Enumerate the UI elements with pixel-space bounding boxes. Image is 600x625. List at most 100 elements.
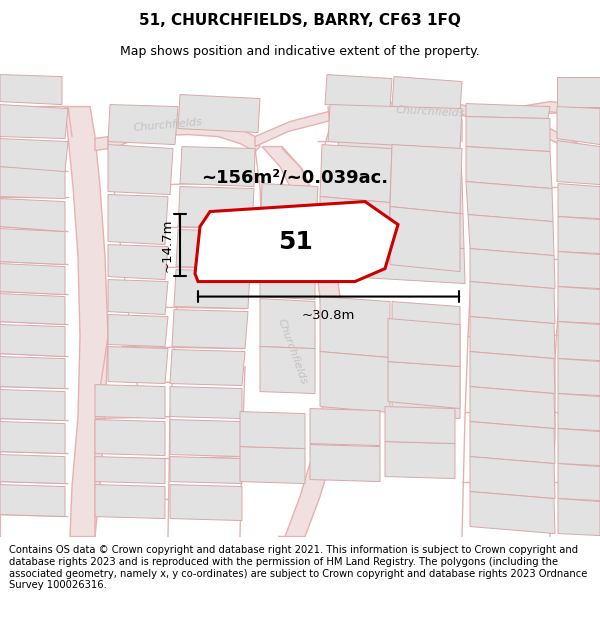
Polygon shape	[557, 76, 600, 106]
Polygon shape	[470, 456, 555, 499]
Polygon shape	[558, 499, 600, 536]
Polygon shape	[338, 141, 462, 179]
Polygon shape	[108, 194, 168, 244]
Polygon shape	[558, 184, 600, 219]
Polygon shape	[558, 464, 600, 501]
Polygon shape	[240, 411, 305, 449]
Polygon shape	[558, 394, 600, 431]
Polygon shape	[95, 384, 165, 419]
Polygon shape	[170, 456, 242, 484]
Polygon shape	[240, 446, 305, 484]
Polygon shape	[344, 241, 465, 284]
Polygon shape	[108, 104, 178, 144]
Polygon shape	[392, 356, 460, 419]
Polygon shape	[108, 279, 168, 314]
Polygon shape	[0, 199, 65, 231]
Polygon shape	[385, 406, 455, 444]
Polygon shape	[170, 484, 242, 521]
Polygon shape	[470, 421, 555, 464]
Polygon shape	[466, 146, 552, 189]
Polygon shape	[0, 421, 65, 454]
Polygon shape	[0, 74, 62, 104]
Text: Map shows position and indicative extent of the property.: Map shows position and indicative extent…	[120, 44, 480, 58]
Polygon shape	[320, 351, 390, 413]
Polygon shape	[0, 264, 65, 294]
Polygon shape	[0, 484, 65, 516]
Polygon shape	[170, 386, 242, 419]
Polygon shape	[95, 419, 165, 456]
Text: ~156m²/~0.039ac.: ~156m²/~0.039ac.	[202, 169, 389, 186]
Polygon shape	[388, 319, 460, 366]
Polygon shape	[108, 244, 168, 279]
Polygon shape	[170, 349, 245, 386]
Polygon shape	[390, 206, 460, 271]
Text: Churchfields: Churchfields	[133, 116, 203, 132]
Polygon shape	[466, 181, 553, 221]
Polygon shape	[335, 109, 460, 146]
Text: 51, CHURCHFIELDS, BARRY, CF63 1FQ: 51, CHURCHFIELDS, BARRY, CF63 1FQ	[139, 13, 461, 28]
Polygon shape	[470, 316, 555, 359]
Polygon shape	[176, 229, 252, 269]
Polygon shape	[390, 144, 462, 214]
Polygon shape	[65, 106, 108, 536]
Polygon shape	[340, 171, 463, 214]
Polygon shape	[325, 74, 392, 109]
Polygon shape	[310, 409, 380, 446]
Polygon shape	[385, 441, 455, 479]
Polygon shape	[328, 104, 462, 149]
Polygon shape	[95, 484, 165, 519]
Polygon shape	[558, 359, 600, 396]
Polygon shape	[558, 429, 600, 466]
Polygon shape	[466, 104, 550, 119]
Polygon shape	[0, 166, 65, 199]
Polygon shape	[108, 314, 168, 346]
Polygon shape	[320, 144, 392, 202]
Polygon shape	[170, 419, 242, 456]
Text: Churchfields: Churchfields	[395, 105, 465, 118]
Polygon shape	[392, 301, 460, 364]
Polygon shape	[262, 146, 345, 536]
Polygon shape	[0, 389, 65, 421]
Text: Contains OS data © Crown copyright and database right 2021. This information is : Contains OS data © Crown copyright and d…	[9, 545, 587, 590]
Polygon shape	[108, 121, 260, 151]
Polygon shape	[174, 269, 250, 309]
Polygon shape	[178, 186, 254, 229]
Polygon shape	[260, 241, 315, 299]
Polygon shape	[388, 361, 460, 409]
Polygon shape	[0, 356, 65, 389]
Polygon shape	[95, 456, 165, 484]
Polygon shape	[470, 281, 555, 324]
Polygon shape	[180, 146, 255, 186]
Polygon shape	[470, 351, 555, 394]
Polygon shape	[466, 116, 550, 151]
Polygon shape	[260, 299, 315, 349]
Polygon shape	[0, 229, 65, 264]
Polygon shape	[558, 251, 600, 289]
Polygon shape	[95, 136, 108, 151]
Polygon shape	[0, 104, 68, 139]
Text: 51: 51	[278, 229, 313, 254]
Polygon shape	[195, 201, 398, 281]
Polygon shape	[490, 101, 600, 126]
Polygon shape	[320, 296, 390, 358]
Polygon shape	[108, 144, 173, 194]
Polygon shape	[470, 249, 555, 289]
Polygon shape	[0, 139, 68, 171]
Text: ~14.7m: ~14.7m	[161, 218, 174, 272]
Polygon shape	[392, 76, 462, 111]
Polygon shape	[470, 386, 555, 429]
Polygon shape	[255, 101, 600, 169]
Polygon shape	[310, 444, 380, 481]
Polygon shape	[558, 286, 600, 324]
Polygon shape	[558, 216, 600, 254]
Polygon shape	[260, 346, 315, 394]
Polygon shape	[470, 491, 555, 534]
Polygon shape	[557, 106, 600, 144]
Polygon shape	[557, 141, 600, 184]
Polygon shape	[558, 321, 600, 361]
Polygon shape	[320, 196, 390, 258]
Text: Churchfields: Churchfields	[275, 318, 308, 386]
Polygon shape	[108, 346, 168, 384]
Polygon shape	[172, 309, 248, 349]
Polygon shape	[0, 324, 65, 356]
